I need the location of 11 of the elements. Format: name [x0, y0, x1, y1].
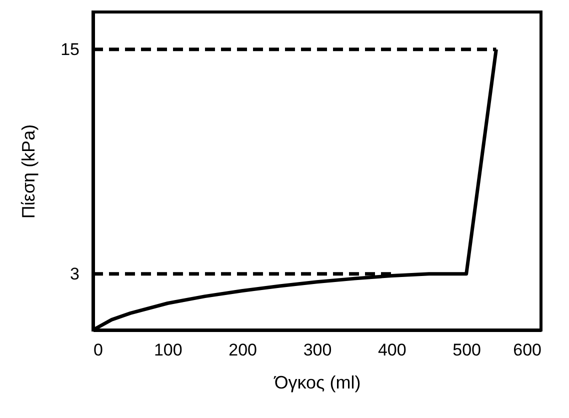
- x-tick-label: 400: [378, 340, 406, 360]
- x-tick-label: 200: [228, 340, 258, 360]
- x-tick-label: 300: [303, 340, 332, 360]
- x-tick-label: 500: [452, 340, 482, 360]
- y-tick-label: 15: [60, 40, 80, 59]
- y-tick-label: 3: [70, 264, 80, 284]
- x-tick-label: 600: [513, 340, 542, 360]
- y-axis-title: Πίεση (kPa): [18, 124, 39, 219]
- x-axis-title: Όγκος (ml): [273, 372, 361, 392]
- x-tick-label: 0: [94, 340, 103, 360]
- x-tick-label: 100: [154, 340, 182, 360]
